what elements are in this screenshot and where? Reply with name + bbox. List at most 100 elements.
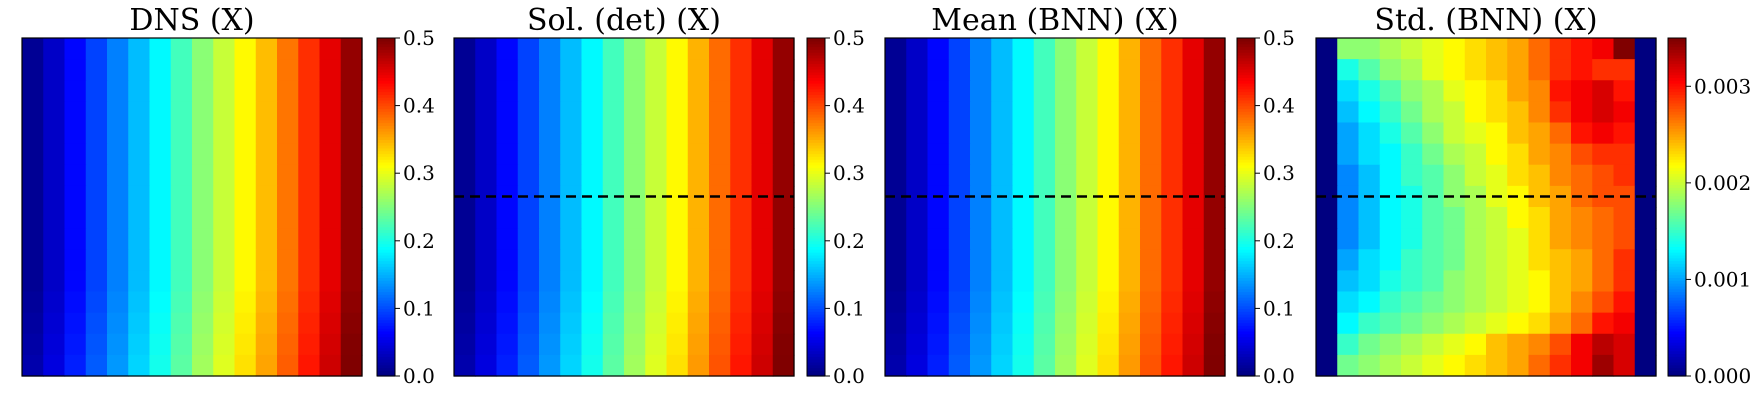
colorbar-segment <box>1668 359 1686 363</box>
heatmap-cell <box>475 143 498 166</box>
colorbar-segment <box>1237 268 1255 273</box>
colorbar-segment <box>1668 176 1686 180</box>
heatmap-cell <box>1634 59 1657 81</box>
heatmap-cell <box>277 101 299 124</box>
heatmap-cell <box>645 59 668 81</box>
colorbar-segment <box>807 111 825 115</box>
colorbar-segment <box>1668 297 1686 301</box>
heatmap-cell <box>1443 38 1466 60</box>
colorbar-segment <box>1668 322 1686 326</box>
heatmap-cell <box>1140 80 1162 102</box>
colorbar-segment <box>1668 181 1686 186</box>
heatmap-cell <box>645 207 668 229</box>
colorbar-segment <box>1237 164 1255 169</box>
colorbar-segment <box>1668 308 1686 312</box>
heatmap-cell <box>192 101 214 124</box>
heatmap-cell <box>645 228 668 250</box>
heatmap-cell <box>1592 354 1615 377</box>
heatmap-cell <box>687 354 710 377</box>
heatmap-cell <box>1422 59 1445 81</box>
colorbar-segment <box>377 164 395 169</box>
heatmap-cell <box>1140 312 1162 335</box>
heatmap-cell <box>906 354 929 377</box>
colorbar-segment <box>1237 336 1255 340</box>
heatmap-cell <box>277 80 299 102</box>
heatmap-cell <box>1033 291 1056 314</box>
heatmap-cell <box>560 122 583 145</box>
heatmap-cell <box>1012 101 1035 124</box>
heatmap-cell <box>730 291 753 314</box>
heatmap-cell <box>234 164 257 187</box>
colorbar-segment <box>1237 181 1255 186</box>
heatmap-cell <box>1033 59 1056 81</box>
heatmap-cell <box>1486 207 1508 229</box>
heatmap-cell <box>255 207 278 229</box>
heatmap-cell <box>751 101 774 124</box>
colorbar-segment <box>807 46 825 50</box>
heatmap-cell <box>772 38 795 60</box>
heatmap-cell <box>885 312 907 335</box>
colorbar-segment <box>1668 240 1686 245</box>
heatmap-cell <box>1161 164 1184 187</box>
colorbar-segment <box>807 201 825 205</box>
colorbar-tick-label: 0.2 <box>1263 229 1295 253</box>
heatmap-cell <box>1443 270 1466 293</box>
heatmap-cell <box>107 333 129 356</box>
heatmap-cell <box>64 228 87 250</box>
heatmap-cell <box>1182 291 1205 314</box>
heatmap-cell <box>1613 143 1636 166</box>
colorbar-segment <box>1668 46 1686 50</box>
colorbar-segment <box>377 167 395 171</box>
colorbar-segment <box>807 161 825 166</box>
heatmap-cell <box>277 333 299 356</box>
heatmap-cell <box>1182 38 1205 60</box>
heatmap-cell <box>1634 80 1657 102</box>
heatmap-cell <box>170 333 193 356</box>
heatmap-cell <box>1571 312 1593 335</box>
heatmap-cell <box>64 333 87 356</box>
colorbar-segment <box>377 328 395 332</box>
heatmap-cell <box>1507 249 1530 271</box>
heatmap-cell <box>107 291 129 314</box>
colorbar-segment <box>1668 159 1686 163</box>
heatmap-cell <box>1076 38 1099 60</box>
heatmap-cell <box>298 228 321 250</box>
colorbar-segment <box>807 246 825 250</box>
heatmap-cell <box>1528 333 1551 356</box>
heatmap-cell <box>1613 312 1636 335</box>
heatmap-cell <box>1634 333 1657 356</box>
heatmap-cell <box>948 333 971 356</box>
heatmap-cell <box>1097 270 1120 293</box>
heatmap-cell <box>128 291 151 314</box>
colorbar-segment <box>1237 167 1255 171</box>
colorbar-segment <box>1237 221 1255 225</box>
heatmap-cell <box>539 249 561 271</box>
heatmap-cell <box>1613 354 1636 377</box>
heatmap-cell <box>927 59 950 81</box>
heatmap-cell <box>1182 80 1205 102</box>
heatmap-cell <box>496 228 519 250</box>
heatmap-cell <box>1033 228 1056 250</box>
heatmap-cell <box>906 270 929 293</box>
colorbar-tick-label: 0.4 <box>403 94 435 118</box>
heatmap-cell <box>772 354 795 377</box>
colorbar-segment <box>1668 316 1686 321</box>
colorbar-segment <box>377 184 395 188</box>
heatmap-cell <box>1443 143 1466 166</box>
heatmap-cell <box>539 101 561 124</box>
heatmap-cell <box>1507 122 1530 145</box>
colorbar-segment <box>377 153 395 157</box>
colorbar-tick-label: 0.1 <box>833 296 865 320</box>
colorbar-segment <box>377 133 395 138</box>
heatmap-cell <box>192 228 214 250</box>
heatmap-cell <box>1161 101 1184 124</box>
heatmap-cell <box>255 185 278 208</box>
heatmap-cell <box>906 312 929 335</box>
heatmap-panel-2: Sol. (det) (X)0.00.10.20.30.40.5 <box>453 3 865 388</box>
heatmap-cell <box>85 185 108 208</box>
heatmap-cell <box>64 185 87 208</box>
heatmap-cell <box>277 143 299 166</box>
colorbar-segment <box>807 173 825 177</box>
heatmap-cell <box>454 333 476 356</box>
colorbar-segment <box>377 345 395 349</box>
